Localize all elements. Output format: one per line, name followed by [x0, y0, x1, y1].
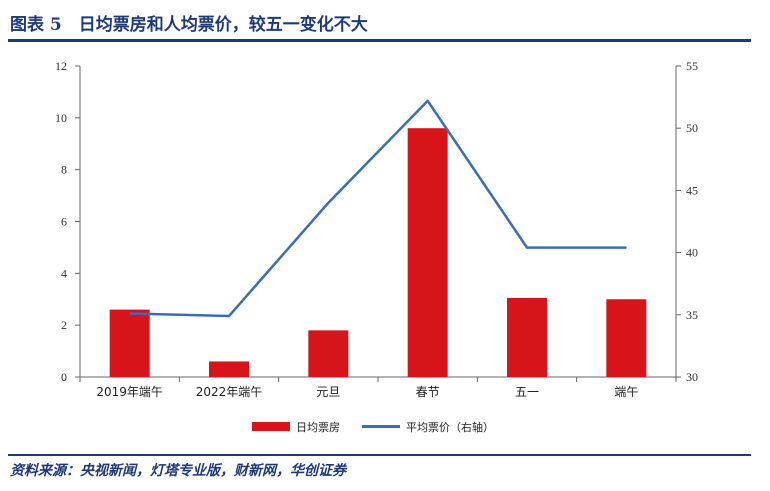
x-tick-label: 五一 [515, 385, 539, 399]
line-point [427, 100, 429, 102]
y-tick-label-right: 35 [686, 308, 698, 322]
series-line-avg-price [129, 99, 627, 318]
y-tick-label-left: 8 [61, 163, 67, 177]
line-point [625, 247, 627, 249]
x-tick-label: 端午 [614, 385, 638, 399]
legend-line-label: 平均票价（右轴） [406, 420, 494, 434]
title-rule [8, 39, 751, 42]
x-tick-label: 春节 [416, 385, 440, 399]
y-tick-label-left: 6 [61, 215, 67, 229]
figure-title: 图表 5 日均票房和人均票价，较五一变化不大 [10, 15, 368, 35]
x-tick-label: 2019年端午 [96, 385, 163, 399]
y-tick-label-left: 10 [55, 111, 67, 125]
bar-series [109, 128, 647, 377]
bar [109, 309, 150, 377]
y-tick-label-right: 30 [686, 370, 698, 384]
bar [507, 297, 547, 377]
line-point [129, 313, 131, 315]
y-tick-label-right: 45 [686, 183, 698, 197]
y-tick-label-right: 40 [686, 246, 698, 260]
y-tick-label-right: 50 [686, 121, 698, 135]
x-tick-label: 2022年端午 [196, 385, 263, 399]
line-series [129, 99, 627, 318]
source-rule [8, 454, 751, 456]
bar [407, 128, 448, 377]
chart-legend: 日均票房 平均票价（右轴） [252, 420, 494, 434]
bar [308, 330, 349, 377]
line-point [327, 202, 329, 204]
bar [606, 299, 647, 377]
y-tick-label-left: 2 [61, 318, 67, 332]
y-tick-label-left: 12 [55, 59, 67, 73]
line-point [228, 315, 230, 317]
line-point [526, 247, 528, 249]
legend-bar-swatch [252, 422, 290, 431]
x-tick-label: 元旦 [316, 385, 340, 399]
bar [209, 361, 249, 377]
y-tick-label-left: 4 [61, 266, 67, 280]
y-tick-label-left: 0 [61, 370, 67, 384]
source-note: 资料来源：央视新闻，灯塔专业版，财新网，华创证券 [10, 463, 346, 479]
legend-bar-label: 日均票房 [296, 421, 340, 434]
chart-axes: 0 2 4 6 8 10 12 30 35 40 45 50 55 2019年端午 2022年端午 元旦 春节 五… [55, 59, 698, 399]
y-tick-label-right: 55 [686, 59, 698, 73]
